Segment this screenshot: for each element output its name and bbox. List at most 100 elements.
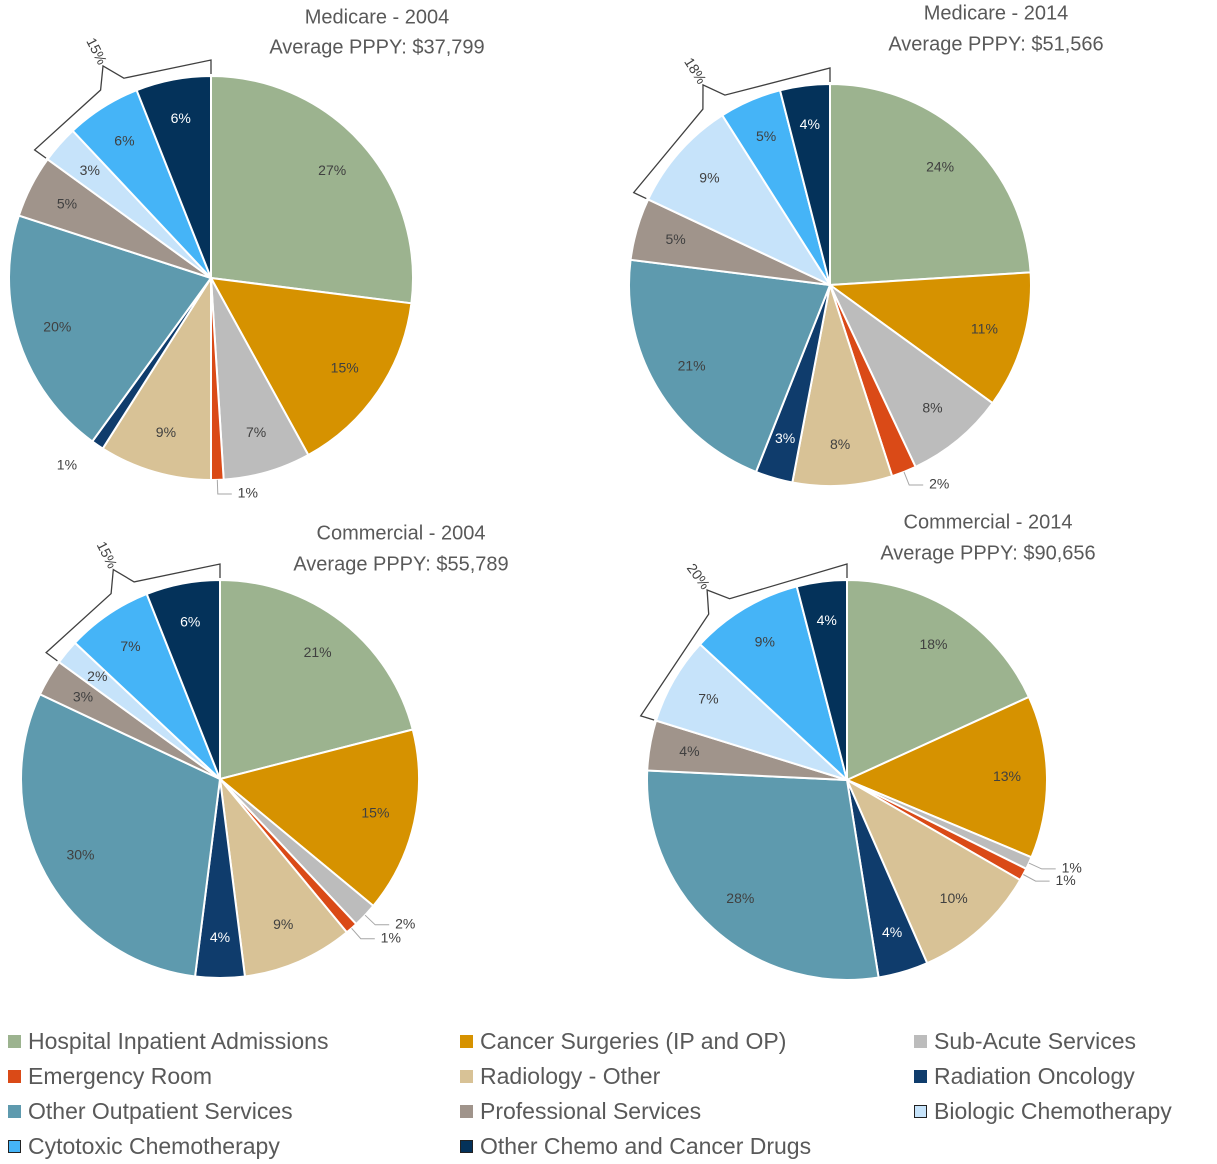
legend-label: Cancer Surgeries (IP and OP) [480,1027,787,1054]
legend-item-cytotoxic-chemotherapy: Cytotoxic Chemotherapy [8,1129,280,1163]
pie-data-label: 6% [171,110,191,126]
pie-data-label: 5% [756,128,776,144]
pie-data-label: 1% [57,457,77,473]
pie-slice-cancer-surgeries-ip-and-op [827,271,1032,405]
pie-slice-other-outpatient-services [20,692,222,978]
pie-data-label: 11% [971,321,998,337]
pie-data-label: 7% [698,691,718,707]
label-leader-line [216,479,232,495]
legend-item-sub-acute-services: Sub-Acute Services [914,1024,1136,1058]
pie-slice-radiology-other [791,284,894,487]
pie-data-label: 2% [87,668,107,684]
chemo-group-bracket [33,59,212,159]
legend-swatch [914,1034,927,1048]
pie-slice-radiology-other [218,775,349,978]
pie-data-label: 15% [361,804,389,820]
pie-data-label: 3% [775,430,795,446]
pie-chart-3: 21%15%2%1%9%4%30%3%2%7%6%15%Commercial -… [20,522,509,979]
legend-swatch [460,1034,473,1048]
pie-slice-cancer-surgeries-ip-and-op [844,695,1048,859]
chemo-group-total-label: 18% [681,55,710,87]
legend-label: Radiation Oncology [934,1062,1135,1089]
label-leader-line [1028,862,1056,870]
legend-label: Biologic Chemotherapy [934,1097,1172,1124]
pie-data-label: 6% [180,613,200,629]
pie-chart-2: 24% 11% 8% 2% 8% 3% 21% 5% 9% 5% 4% 18% Medicare - 2… [628,2,1104,492]
chemo-group-bracket [632,67,831,200]
legend-swatch [8,1139,21,1153]
chart-title: Commercial - 2014 [904,511,1073,533]
legend-item-cancer-surgeries-ip-and-op: Cancer Surgeries (IP and OP) [460,1024,786,1058]
pie-data-label: 4% [210,929,230,945]
pie-data-label: 1% [238,485,258,501]
pie-data-label: 9% [755,633,775,649]
pie-data-label: 24% [926,159,954,175]
chart-title: Commercial - 2004 [317,522,486,544]
pie-data-label: 21% [304,644,332,660]
chart-subtitle: Average PPPY: $90,656 [880,542,1095,564]
pie-slice-radiology-other [101,274,212,482]
legend-swatch [8,1069,21,1083]
pie-slice-biologic-chemotherapy [646,113,833,288]
legend-swatch [914,1069,927,1083]
legend-item-emergency-room: Emergency Room [8,1059,212,1093]
pie-slice-sub-acute-services [829,284,995,469]
pie-data-label: 5% [665,231,685,247]
pie-slice-other-chemo-and-cancer-drugs [778,82,831,286]
legend-item-other-chemo-and-cancer-drugs: Other Chemo and Cancer Drugs [460,1129,811,1163]
pie-data-label: 4% [817,612,837,628]
pie-data-label: 21% [678,358,706,374]
pie-data-label: 30% [66,846,94,862]
pie-data-label: 4% [882,924,902,940]
chart-subtitle: Average PPPY: $37,799 [269,36,484,58]
pie-data-label: 15% [331,360,359,376]
pie-slice-cytotoxic-chemotherapy [698,585,849,784]
pie-data-label: 9% [273,916,293,932]
pie-data-label: 3% [80,162,100,178]
legend-swatch [460,1069,473,1083]
pie-data-label: 4% [800,116,820,132]
pie-data-label: 8% [830,436,850,452]
legend-label: Radiology - Other [480,1062,661,1089]
chemo-group-bracket [639,563,848,721]
pie-slice-cancer-surgeries-ip-and-op [217,728,420,908]
chart-title: Medicare - 2014 [924,2,1069,24]
chemo-group-total-label: 15% [94,539,121,571]
pie-slice-other-outpatient-services [628,258,832,474]
pie-slice-other-chemo-and-cancer-drugs [145,578,221,780]
pie-data-label: 7% [120,638,140,654]
chemo-group-total-label: 20% [684,560,714,592]
chemo-group-bracket [45,563,221,662]
pie-slice-other-chemo-and-cancer-drugs [135,74,212,279]
pie-data-label: 5% [57,195,77,211]
pie-data-label: 10% [940,890,968,906]
legend-label: Sub-Acute Services [934,1027,1136,1054]
chart-legend: Hospital Inpatient Admissions Cancer Surg… [8,1024,1217,1164]
pie-slice-hospital-inpatient-admissions [219,578,414,781]
pie-data-label: 7% [246,424,266,440]
pie-chart-4: 18% 13% 1%1% 10% 4% 28% 4% 7% 9% 4% 20% Commercial … [639,511,1096,981]
legend-swatch [8,1104,21,1118]
label-leader-line [351,927,375,940]
pie-data-label: 9% [699,169,719,185]
legend-swatch [460,1104,473,1118]
pie-slice-hospital-inpatient-admissions [829,82,1032,287]
legend-item-biologic-chemotherapy: Biologic Chemotherapy [914,1094,1172,1128]
legend-swatch [914,1104,927,1118]
pie-data-label: 20% [43,319,71,335]
legend-label: Professional Services [480,1097,702,1124]
legend-label: Emergency Room [28,1062,213,1089]
pie-data-label: 3% [73,689,93,705]
pie-data-label: 8% [922,400,942,416]
chart-subtitle: Average PPPY: $55,789 [293,553,508,575]
pie-data-label: 1% [381,929,401,945]
pie-slice-hospital-inpatient-admissions [846,578,1031,782]
pie-slice-cancer-surgeries-ip-and-op [209,276,413,457]
legend-label: Cytotoxic Chemotherapy [28,1132,280,1159]
label-leader-line [1023,874,1050,882]
label-leader-line [364,914,390,926]
legend-label: Other Outpatient Services [28,1097,293,1124]
pie-data-label: 18% [919,636,947,652]
pie-data-label: 28% [726,890,754,906]
chart-title: Medicare - 2004 [305,6,450,28]
